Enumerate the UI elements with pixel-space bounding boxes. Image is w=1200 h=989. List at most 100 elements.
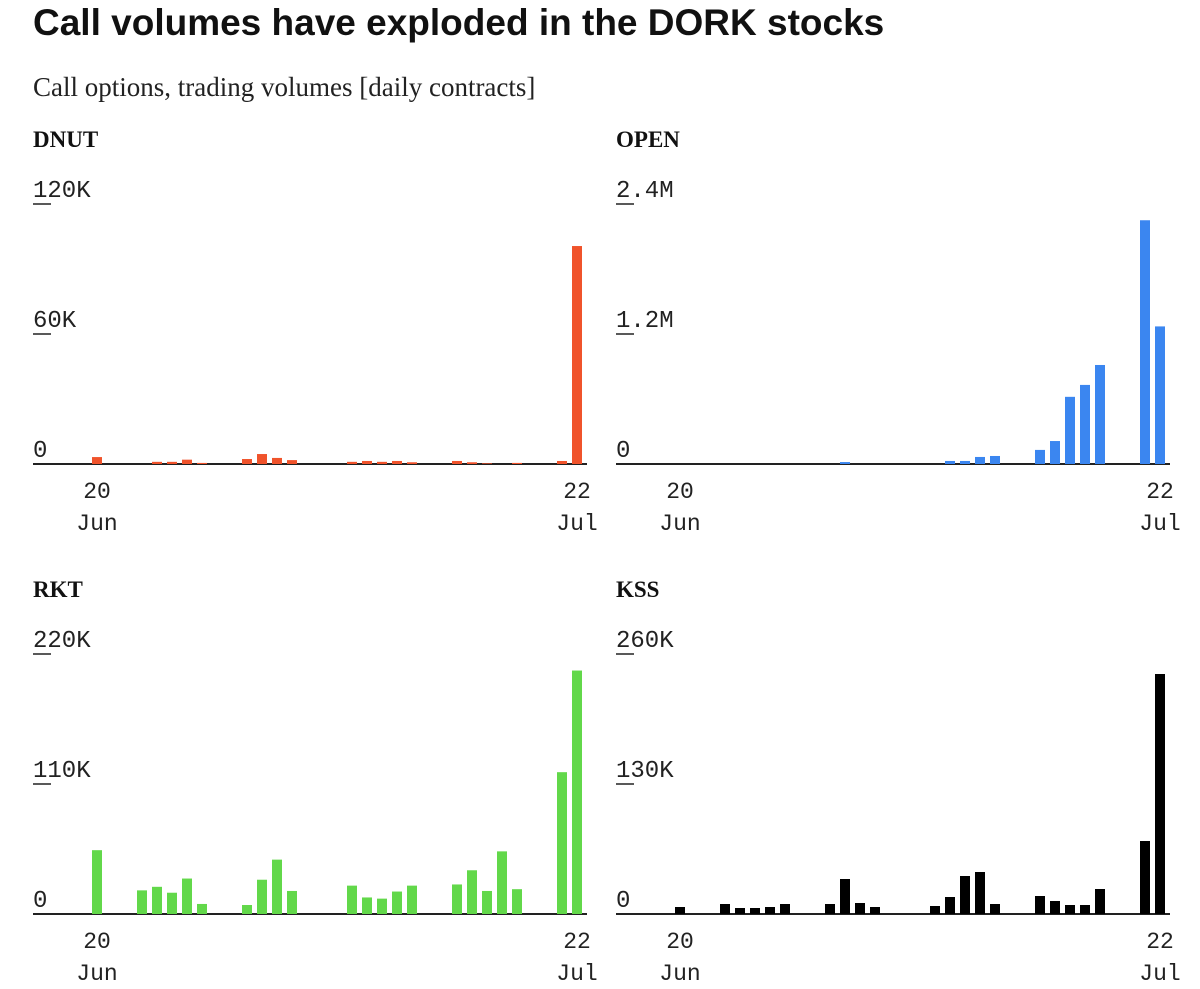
panel-title: DNUT [33, 127, 98, 152]
bar [930, 906, 940, 914]
x-tick-label: 22 Jul [1139, 479, 1181, 537]
x-tick-label: 20 Jun [659, 929, 701, 987]
bar [960, 876, 970, 914]
bar [1080, 905, 1090, 914]
bar [1080, 384, 1090, 464]
bar [452, 884, 462, 914]
bar [855, 903, 865, 914]
bar [482, 463, 492, 464]
bar [1050, 901, 1060, 914]
bar [197, 462, 207, 464]
y-tick-label: 1.2M [616, 308, 674, 335]
bar [780, 904, 790, 914]
bar [377, 898, 387, 914]
y-tick-label: 0 [616, 438, 630, 465]
panel-title: OPEN [616, 127, 680, 152]
bar [990, 455, 1000, 464]
bar [137, 890, 147, 914]
bar [1050, 441, 1060, 464]
bar [467, 870, 477, 914]
x-tick-label: 20 Jun [76, 479, 118, 537]
bar [1095, 889, 1105, 914]
bar [1095, 364, 1105, 464]
bar [675, 907, 685, 914]
bar [512, 889, 522, 914]
bar [960, 460, 970, 464]
y-tick-label: 2.4M [616, 178, 674, 205]
bar [257, 454, 267, 464]
bar [945, 460, 955, 464]
panel-title: KSS [616, 577, 659, 602]
x-tick-label: 20 Jun [76, 929, 118, 987]
bar [990, 904, 1000, 914]
panel-title: RKT [33, 577, 83, 602]
x-tick-label: 20 Jun [659, 479, 701, 537]
bar [945, 897, 955, 914]
bar [572, 246, 582, 464]
bar [557, 460, 567, 464]
x-tick-label: 22 Jul [556, 479, 598, 537]
y-tick-label: 130K [616, 758, 674, 785]
bar [92, 457, 102, 464]
bar [1065, 396, 1075, 464]
bar [287, 890, 297, 914]
x-tick-label: 22 Jul [1139, 929, 1181, 987]
bar [197, 903, 207, 914]
bar [1140, 220, 1150, 464]
y-tick-label: 260K [616, 628, 674, 655]
bar [167, 461, 177, 464]
x-tick-label: 22 Jul [556, 929, 598, 987]
bar [557, 772, 567, 914]
y-tick-label: 0 [33, 438, 47, 465]
bar [975, 456, 985, 464]
bar [362, 897, 372, 914]
chart-subtitle: Call options, trading volumes [daily con… [33, 72, 535, 102]
bar [1155, 326, 1165, 464]
bar [392, 460, 402, 464]
bar [825, 904, 835, 914]
bar [272, 457, 282, 464]
bar [362, 460, 372, 464]
chart-title: Call volumes have exploded in the DORK s… [33, 2, 884, 43]
bar [152, 461, 162, 464]
bar [720, 904, 730, 914]
bar [1035, 449, 1045, 464]
bar [407, 462, 417, 464]
y-tick-label: 110K [33, 758, 91, 785]
bar [392, 891, 402, 914]
bar [182, 459, 192, 464]
bar [1155, 674, 1165, 914]
bar [482, 890, 492, 914]
y-tick-label: 0 [616, 888, 630, 915]
bar [765, 907, 775, 914]
bar [257, 879, 267, 914]
bar [242, 905, 252, 914]
bar [512, 462, 522, 464]
bar [287, 460, 297, 464]
bar [870, 907, 880, 914]
bar [840, 879, 850, 914]
bar [497, 851, 507, 914]
y-tick-label: 60K [33, 308, 77, 335]
bar [272, 859, 282, 914]
bar [750, 908, 760, 914]
bar [152, 886, 162, 914]
bar [92, 850, 102, 914]
bar [377, 461, 387, 464]
bar [1140, 841, 1150, 914]
bar [467, 462, 477, 464]
bar [1035, 896, 1045, 914]
y-tick-label: 120K [33, 178, 91, 205]
bar [347, 461, 357, 464]
bar [167, 892, 177, 914]
bar [840, 462, 850, 464]
y-tick-label: 0 [33, 888, 47, 915]
bar [407, 885, 417, 914]
bar [182, 878, 192, 914]
bar [347, 885, 357, 914]
bar [735, 908, 745, 914]
bar [452, 460, 462, 464]
y-tick-label: 220K [33, 628, 91, 655]
